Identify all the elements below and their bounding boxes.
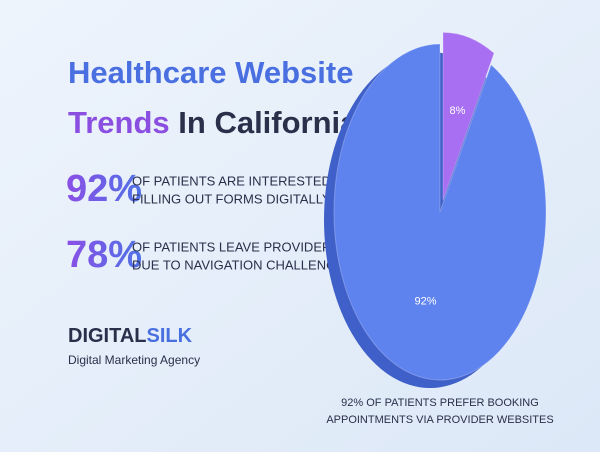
stat-text: FILLING OUT FORMS DIGITALLY [132,191,331,206]
title-word: Trends [68,105,170,140]
brand-part: SILK [147,325,193,347]
pie-slice [442,31,495,201]
slice-label: 8% [450,105,466,117]
brand-name: DIGITALSILK [68,325,193,347]
stat-text: OF PATIENTS LEAVE PROVIDERS [132,239,340,254]
chart-caption: 92% OF PATIENTS PREFER BOOKING [341,397,539,409]
chart-caption: APPOINTMENTS VIA PROVIDER WEBSITES [326,414,553,426]
stat-text: OF PATIENTS ARE INTERESTED IN [132,173,348,188]
title-line: Healthcare Website [68,55,353,90]
slice-label: 92% [414,295,436,307]
stat-figure: 92% [66,168,142,210]
stat-text: DUE TO NAVIGATION CHALLENGES [132,257,354,272]
title-line: Trends In California [68,105,358,140]
stat-figure: 78% [66,234,142,276]
brand-part: DIGITAL [68,325,147,347]
brand-tagline: Digital Marketing Agency [68,353,200,367]
title-word: In California [178,105,358,140]
pie-chart: 8% 92% [324,31,547,388]
pie-slice [333,43,547,381]
